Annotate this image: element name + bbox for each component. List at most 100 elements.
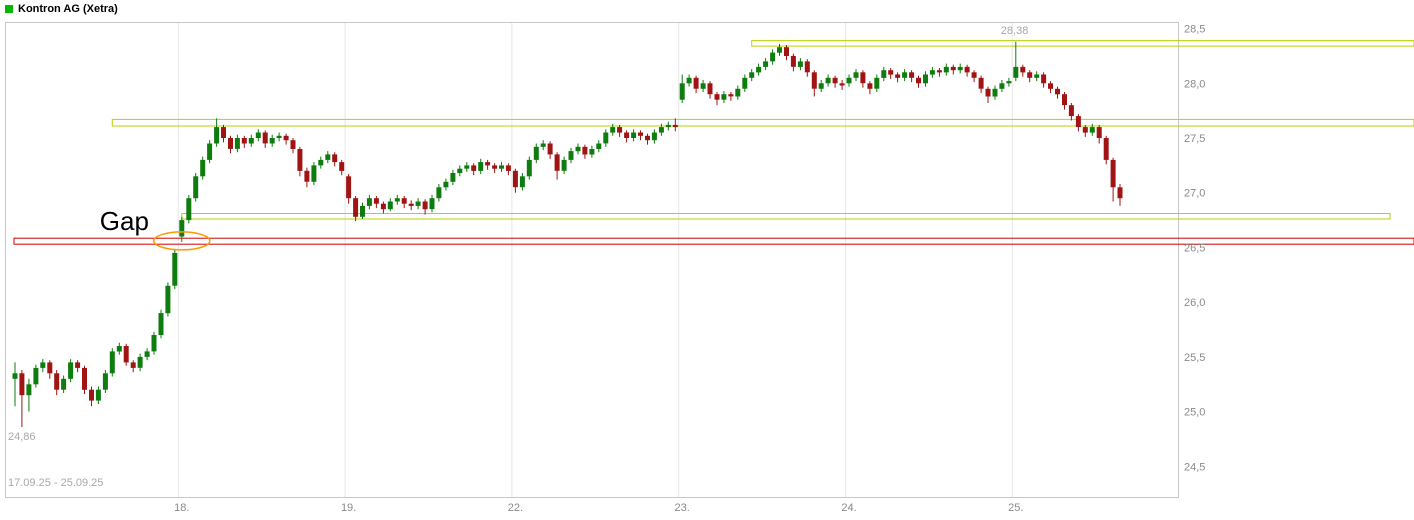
high-label: 28,38 bbox=[1000, 24, 1029, 37]
candle-body bbox=[269, 138, 275, 144]
candle-body bbox=[1068, 105, 1074, 117]
candle-body bbox=[700, 83, 706, 89]
candle-body bbox=[651, 132, 657, 141]
candle-body bbox=[909, 72, 915, 78]
candle-body bbox=[339, 162, 345, 171]
candle-body bbox=[964, 66, 970, 73]
candle-body bbox=[596, 143, 602, 149]
candle-body bbox=[228, 138, 233, 149]
candle-body bbox=[784, 47, 789, 56]
candle-body bbox=[144, 351, 150, 357]
candle-body bbox=[283, 135, 289, 141]
candle-body bbox=[645, 135, 650, 141]
candle-body bbox=[1089, 127, 1095, 133]
candle-body bbox=[735, 88, 741, 97]
date-range-label: 17.09.25 - 25.09.25 bbox=[8, 477, 104, 489]
candle-body bbox=[1110, 159, 1116, 188]
candle-body bbox=[1027, 72, 1033, 78]
plot-border bbox=[5, 22, 1179, 498]
candle-body bbox=[95, 389, 101, 401]
candle-body bbox=[811, 72, 817, 89]
candle-body bbox=[950, 66, 956, 71]
candle-body bbox=[109, 351, 115, 374]
candle-body bbox=[881, 70, 887, 78]
candle-body bbox=[12, 373, 18, 379]
candle-body bbox=[464, 165, 470, 169]
y-axis-tick-label: 28,5 bbox=[1184, 24, 1205, 36]
candle-body bbox=[804, 61, 810, 73]
candle-body bbox=[318, 159, 324, 166]
candle-body bbox=[624, 132, 630, 138]
candle-body bbox=[749, 72, 755, 78]
candle-body bbox=[297, 149, 303, 171]
candle-body bbox=[429, 198, 435, 210]
candle-body bbox=[1062, 94, 1067, 106]
y-axis-tick-label: 26,0 bbox=[1184, 297, 1205, 309]
candle-body bbox=[929, 70, 935, 75]
candle-body bbox=[589, 149, 595, 155]
y-axis-tick-label: 25,0 bbox=[1184, 407, 1205, 419]
candle-body bbox=[54, 373, 60, 390]
candle-body bbox=[770, 52, 776, 62]
candle-body bbox=[665, 124, 671, 128]
candle-body bbox=[839, 83, 845, 86]
candle-body bbox=[686, 77, 692, 84]
candle-body bbox=[457, 168, 463, 174]
candle-body bbox=[985, 88, 991, 97]
x-axis-tick-label: 23. bbox=[675, 502, 690, 514]
legend: Kontron AG (Xetra) bbox=[5, 3, 118, 15]
candle-body bbox=[610, 127, 616, 133]
candle-body bbox=[123, 346, 129, 363]
candle-body bbox=[672, 124, 678, 128]
candle-body bbox=[978, 77, 984, 89]
candle-body bbox=[193, 176, 199, 199]
candle-body bbox=[102, 373, 108, 390]
candle-body bbox=[1020, 66, 1026, 73]
series-marker-icon bbox=[5, 5, 13, 13]
candle-body bbox=[82, 367, 87, 390]
gap-ellipse bbox=[153, 231, 211, 251]
candle-body bbox=[332, 154, 338, 163]
y-axis-tick-label: 25,5 bbox=[1184, 352, 1205, 364]
x-axis-tick-label: 19. bbox=[341, 502, 356, 514]
candle-body bbox=[172, 252, 178, 286]
candle-body bbox=[1055, 88, 1060, 95]
candle-body bbox=[366, 198, 372, 206]
candle-body bbox=[380, 203, 386, 210]
candle-body bbox=[492, 165, 498, 169]
candle-body bbox=[304, 170, 310, 182]
x-axis-tick-label: 18. bbox=[174, 502, 189, 514]
candle-body bbox=[971, 72, 977, 78]
candle-body bbox=[436, 187, 442, 199]
candle-body bbox=[679, 83, 685, 100]
candle-body bbox=[75, 362, 81, 368]
candle-body bbox=[512, 170, 518, 188]
candle-body bbox=[130, 362, 136, 368]
candle-body bbox=[234, 138, 240, 149]
candle-body bbox=[936, 70, 942, 73]
candle-body bbox=[825, 77, 831, 84]
candle-body bbox=[151, 335, 157, 352]
y-axis-tick-label: 27,0 bbox=[1184, 188, 1205, 200]
candle-body bbox=[797, 61, 803, 67]
candle-body bbox=[1034, 74, 1040, 78]
candle-body bbox=[68, 362, 74, 379]
candle-body bbox=[714, 94, 720, 100]
candle-body bbox=[638, 132, 643, 136]
candle-body bbox=[519, 176, 525, 188]
candle-body bbox=[443, 181, 449, 188]
candle-body bbox=[999, 83, 1005, 89]
candle-body bbox=[408, 203, 414, 206]
low-label: 24,86 bbox=[8, 430, 36, 443]
candle-body bbox=[603, 132, 609, 144]
candle-body bbox=[505, 165, 511, 171]
candle-body bbox=[116, 346, 122, 352]
candle-body bbox=[853, 72, 859, 78]
candle-body bbox=[902, 72, 908, 78]
candle-body bbox=[499, 165, 504, 169]
candle-body bbox=[207, 143, 213, 160]
candle-body bbox=[631, 132, 637, 138]
candle-body bbox=[533, 146, 539, 160]
instrument-title: Kontron AG (Xetra) bbox=[18, 3, 118, 15]
